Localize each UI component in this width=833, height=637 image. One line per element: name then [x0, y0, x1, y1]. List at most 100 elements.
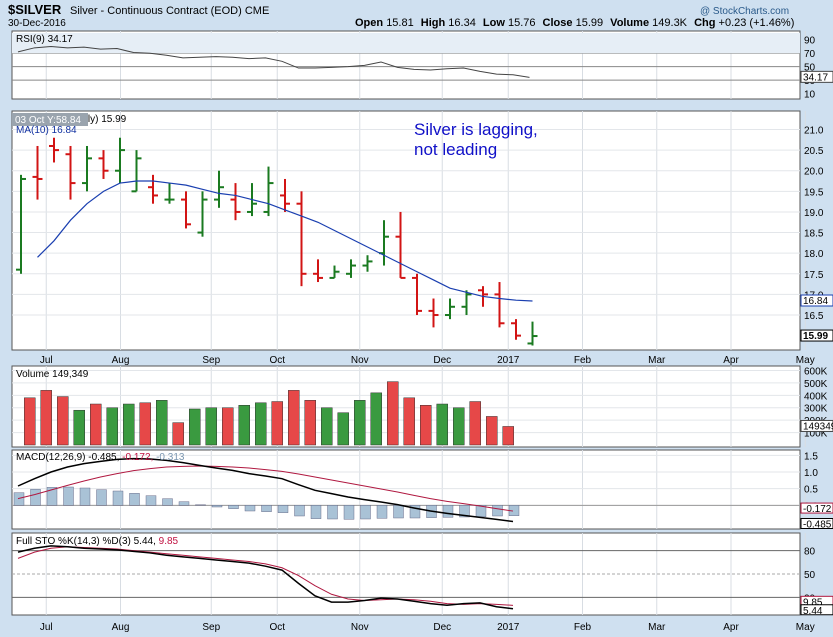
macd-label: MACD(12,26,9) -0.485, -0.172, -0.313 — [16, 452, 185, 463]
volume-bar — [238, 405, 250, 446]
volume-value: 149.3K — [652, 17, 688, 29]
sto-tag: 5.44 — [803, 606, 823, 617]
price-tick-label: 17.5 — [804, 270, 824, 281]
macd-hist-bar — [96, 489, 107, 506]
macd-tag-box — [800, 518, 833, 529]
macd-hist-bar — [178, 501, 190, 506]
month-label: Oct — [269, 355, 285, 366]
macd-tag: -0.172 — [803, 504, 832, 515]
volume-tag-box — [800, 419, 833, 432]
volume-bar — [502, 426, 514, 446]
price-tick-label: 20.0 — [804, 167, 824, 178]
macd-hist-bar — [409, 505, 421, 519]
macd-hist-bar — [112, 490, 124, 506]
macd-hist-bar — [277, 505, 289, 513]
volume-bar — [453, 407, 465, 446]
ohlc-quote: Open 15.81 High 16.34 Low 15.76 Close 15… — [355, 17, 794, 29]
macd-tag-box — [800, 502, 833, 514]
macd-hist-bar — [442, 505, 454, 518]
price-tick-label: 20.5 — [804, 146, 824, 157]
volume-bar — [337, 412, 349, 446]
volume-bar — [387, 381, 399, 446]
macd-hist-bar — [492, 505, 503, 517]
macd-tag: -0.485 — [803, 520, 832, 531]
macd-hist-bar — [393, 505, 404, 519]
open-label: Open — [355, 17, 383, 29]
macd-hist-bar — [63, 486, 74, 506]
rsi-tick-label: 90 — [804, 36, 816, 47]
macd-label-hist: -0.313 — [156, 452, 185, 463]
macd-tick-label: 0.5 — [804, 485, 818, 496]
close-label: Close — [543, 17, 573, 29]
tooltip-box — [12, 113, 88, 126]
watermark: @ StockCharts.com — [700, 6, 789, 17]
volume-bar — [222, 407, 234, 446]
sto-tag-box — [800, 604, 833, 616]
volume-bar — [403, 397, 415, 446]
volume-bar — [90, 403, 102, 446]
macd-label-signal: -0.172, — [122, 452, 153, 463]
price-tick-label: 18.0 — [804, 249, 824, 260]
macd-hist-bar — [294, 505, 305, 517]
sto-tag: 9.85 — [803, 597, 823, 608]
macd-hist-bar — [343, 505, 355, 520]
close-tag: 15.99 — [803, 331, 828, 342]
month-label-bottom: Jul — [40, 622, 53, 633]
high-value: 16.34 — [448, 17, 476, 29]
volume-bar — [321, 407, 333, 446]
volume-bar — [139, 402, 151, 446]
sto-tick-label: 80 — [804, 547, 816, 558]
macd-line — [17, 457, 514, 523]
volume-bar — [73, 409, 85, 446]
axis-labels: Jul Jul Aug Aug Sep Sep Oct Oct Nov Nov Dec Dec 2017… — [40, 36, 833, 633]
month-label: 2017 — [497, 355, 520, 366]
sto-k-line — [17, 545, 514, 610]
volume-bar — [469, 401, 481, 446]
volume-tick-label: 600K — [804, 366, 828, 377]
volume-bar — [486, 416, 498, 446]
month-label: Feb — [574, 355, 592, 366]
macd-hist-bar — [475, 505, 487, 517]
rsi-tick-label: 10 — [804, 90, 816, 101]
macd-label-prefix: MACD(12,26,9) -0.485, — [16, 452, 119, 463]
volume-tag: 149349 — [803, 421, 833, 432]
chart-marks — [13, 45, 538, 610]
ma-label: MA(10) 16.84 — [16, 125, 77, 136]
volume-label-text: Volume 149,349 — [16, 369, 89, 380]
month-label-bottom: Mar — [648, 622, 666, 633]
ma-tag: 16.84 — [803, 296, 828, 307]
month-label: Aug — [112, 355, 130, 366]
volume-bar — [205, 407, 217, 446]
volume-tick-label: 300K — [804, 404, 828, 415]
macd-hist-bar — [46, 487, 58, 506]
macd-hist-bar — [211, 505, 223, 508]
volume-bar — [24, 397, 36, 446]
volume-tick-label: 100K — [804, 429, 828, 440]
hover-tooltip: 03 Oct Y:58.84 — [12, 113, 88, 126]
volume-bar — [40, 390, 52, 446]
month-label-bottom: May — [796, 622, 815, 633]
volume-tick-label: 400K — [804, 391, 828, 402]
annotation-line-2: not leading — [414, 140, 497, 159]
symbol: $SILVER — [8, 2, 62, 17]
high-label: High — [421, 17, 446, 29]
macd-hist-bar — [228, 505, 239, 509]
month-label-bottom: Apr — [723, 622, 739, 633]
rsi-last-tag: 34.17 — [803, 72, 828, 83]
sto-label-d: 9.85 — [159, 536, 179, 547]
price-tick-label: 18.5 — [804, 229, 824, 240]
rsi-label: RSI(9) 34.17 — [16, 34, 73, 45]
change-label: Chg — [694, 17, 715, 29]
change-value: +0.23 (+1.46%) — [719, 17, 795, 29]
sto-label: Full STO %K(14,3) %D(3) 5.44, 9.85 — [16, 536, 179, 547]
month-label: Sep — [202, 355, 220, 366]
month-label-bottom: Sep — [202, 622, 220, 633]
month-label-bottom: Dec — [433, 622, 451, 633]
macd-hist-bar — [376, 505, 388, 519]
macd-tick-label: 1.5 — [804, 451, 818, 462]
volume-bar — [106, 407, 118, 446]
rsi-line — [17, 45, 530, 78]
low-value: 15.76 — [508, 17, 536, 29]
ma-tag-box — [800, 294, 833, 307]
month-label: May — [796, 355, 815, 366]
